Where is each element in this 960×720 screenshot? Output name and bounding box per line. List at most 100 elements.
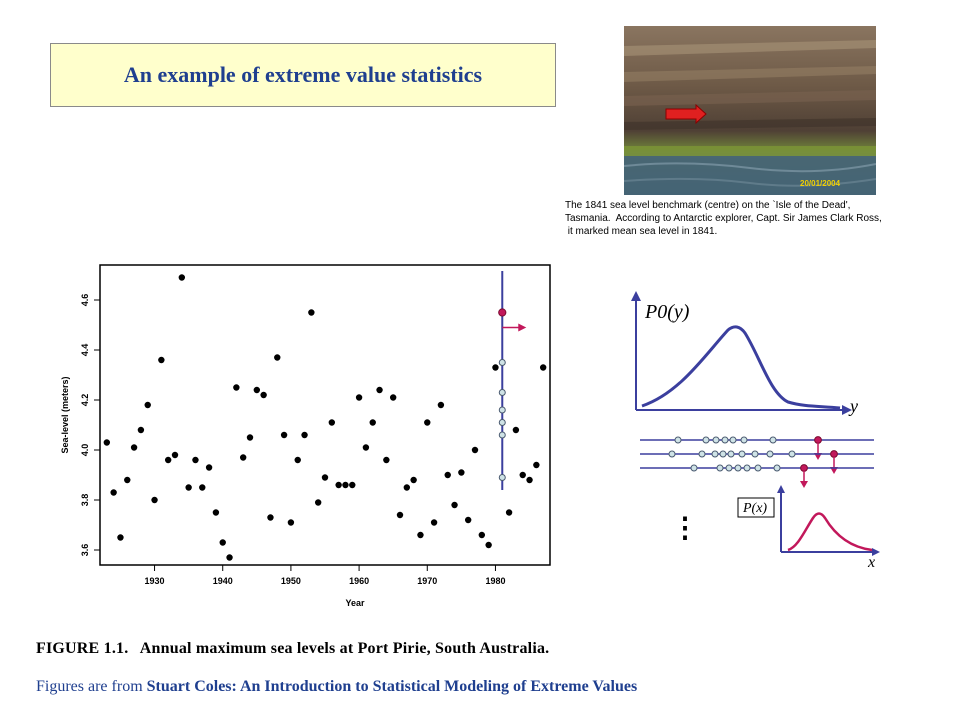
data-point: [171, 451, 179, 459]
data-point: [151, 496, 158, 504]
caption-line: The 1841 sea level benchmark (centre) on…: [565, 200, 851, 211]
data-point: [178, 274, 186, 281]
density-plot: P0(y) y: [631, 291, 858, 416]
data-point: [444, 471, 451, 479]
sample-marker: [498, 474, 506, 481]
x-label: x: [867, 554, 875, 571]
data-point: [369, 419, 376, 426]
sample-marker: [769, 436, 777, 444]
sample-marker: [698, 450, 706, 458]
data-point: [314, 499, 322, 506]
data-point: [321, 474, 329, 481]
page-title: An example of extreme value statistics: [123, 62, 483, 87]
data-point: [355, 394, 363, 401]
data-point: [164, 456, 172, 464]
axis-arrow-icon: [631, 291, 641, 301]
data-point: [274, 354, 281, 361]
caption-line: it marked mean sea level in 1841.: [565, 226, 718, 237]
annual-maximum-marker: [498, 308, 507, 317]
sample-marker: [725, 464, 733, 472]
data-point: [185, 484, 192, 491]
sample-marker: [729, 436, 737, 444]
title-box: An example of extreme value statistics: [50, 43, 556, 107]
data-point: [533, 461, 540, 469]
axis-arrow-icon: [777, 485, 785, 493]
density-curve: [641, 325, 841, 410]
data-point: [492, 364, 499, 371]
sample-rows: [640, 436, 874, 488]
sample-marker: [498, 419, 506, 426]
px-label-box: [737, 497, 775, 518]
y-tick-label: 4.0: [80, 444, 90, 457]
photo-caption: The 1841 sea level benchmark (centre) on…: [565, 199, 960, 238]
figure-caption-label: FIGURE 1.1.: [36, 640, 129, 657]
x-tick-label: 1960: [349, 576, 369, 586]
axis-arrow-icon: [842, 405, 852, 415]
y-axis-label: Sea-level (meters): [60, 376, 70, 453]
data-point: [539, 364, 547, 371]
data-point: [199, 484, 206, 491]
data-point: [246, 434, 254, 441]
data-point: [430, 519, 438, 526]
data-point: [294, 456, 301, 464]
data-point: [417, 531, 424, 539]
figure-caption: FIGURE 1.1. Annual maximum sea levels at…: [36, 640, 549, 658]
data-point: [124, 476, 131, 484]
sample-marker: [690, 464, 698, 472]
data-point: [158, 356, 165, 364]
sample-marker: [721, 436, 729, 444]
figure-caption-text: Annual maximum sea levels at Port Pirie,…: [139, 640, 550, 657]
data-point: [362, 444, 370, 451]
x-axis-label: Year: [345, 598, 365, 608]
extreme-density-plot: P(x) x: [737, 485, 880, 571]
sample-marker: [498, 406, 506, 414]
data-point: [110, 489, 117, 496]
data-point: [437, 401, 445, 409]
data-point: [219, 539, 226, 546]
data-point: [328, 419, 336, 426]
data-point: [519, 471, 526, 479]
sample-marker: [712, 436, 720, 444]
sample-marker: [498, 359, 506, 366]
data-point: [239, 454, 247, 461]
data-point: [117, 534, 124, 541]
px-label: P(x): [742, 501, 767, 516]
data-point: [376, 386, 383, 394]
row-maximum-marker: [800, 464, 808, 472]
data-point: [342, 481, 349, 489]
data-point: [253, 386, 261, 394]
data-point: [403, 484, 411, 491]
data-point: [485, 541, 492, 549]
data-point: [144, 401, 151, 409]
x-tick-label: 1980: [485, 576, 505, 586]
y-tick-label: 4.2: [80, 394, 90, 407]
footer-prefix: Figures are from: [36, 678, 147, 695]
data-point: [512, 426, 520, 434]
caption-line: Tasmania. According to Antarctic explore…: [565, 213, 882, 224]
data-point: [301, 431, 308, 439]
sample-marker: [668, 450, 676, 458]
data-point: [260, 391, 267, 399]
sample-marker: [751, 450, 759, 458]
data-point: [505, 509, 513, 516]
p0-label: P0(y): [644, 301, 690, 323]
y-label: y: [848, 396, 858, 416]
data-point: [233, 384, 240, 391]
axis-arrow-icon: [872, 548, 880, 556]
sample-marker: [719, 450, 727, 458]
sample-marker: [788, 450, 796, 458]
data-point: [280, 431, 288, 439]
footer-source: Stuart Coles: An Introduction to Statist…: [146, 678, 638, 695]
sample-marker: [738, 450, 746, 458]
row-maximum-marker: [830, 450, 838, 458]
arrow-icon: [665, 103, 707, 125]
sample-marker: [498, 389, 506, 396]
source-footer: Figures are from Stuart Coles: An Introd…: [36, 678, 637, 696]
y-tick-label: 4.6: [80, 294, 90, 307]
data-point: [308, 309, 315, 316]
sample-marker: [734, 464, 742, 472]
sample-marker: [498, 431, 506, 439]
sample-marker: [727, 450, 735, 458]
data-point: [287, 519, 295, 526]
extreme-density-curve: [787, 512, 873, 552]
